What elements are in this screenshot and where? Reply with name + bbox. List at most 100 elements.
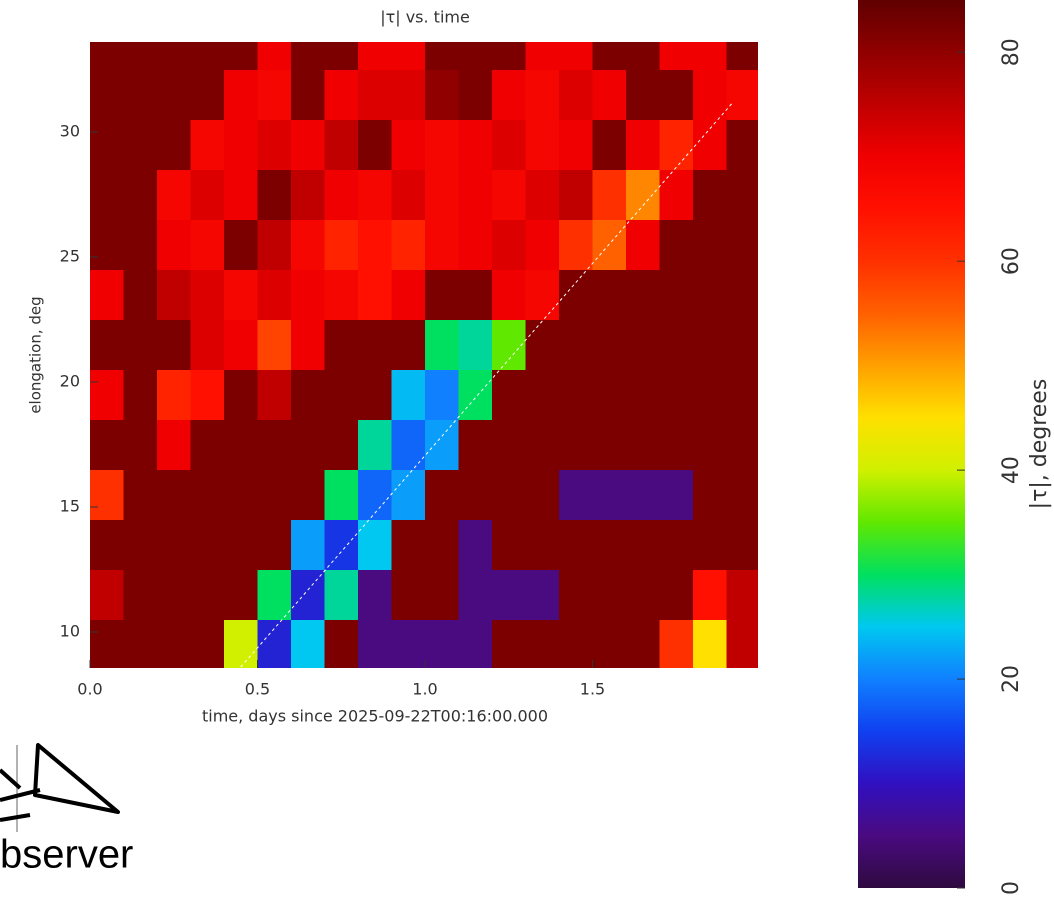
heatmap-cell (425, 69, 460, 120)
heatmap-cell (726, 169, 758, 220)
heatmap-cell (525, 569, 560, 620)
heatmap-cell (592, 469, 627, 520)
heatmap-cell (324, 369, 359, 420)
heatmap-cell (291, 419, 326, 470)
heatmap-cell (391, 169, 426, 220)
heatmap-cell (525, 69, 560, 120)
heatmap-cell (693, 569, 728, 620)
heatmap-cell (492, 419, 527, 470)
y-tick-label: 30 (60, 122, 80, 141)
heatmap-cell (291, 519, 326, 570)
heatmap-cell (458, 519, 493, 570)
heatmap-cell (559, 69, 594, 120)
heatmap-cell (693, 419, 728, 470)
heatmap-cell (224, 519, 259, 570)
heatmap-cell (425, 469, 460, 520)
heatmap-cell (157, 519, 192, 570)
heatmap-cell (190, 69, 225, 120)
heatmap-cell (257, 619, 292, 668)
heatmap-cell (659, 119, 694, 170)
heatmap-cell (90, 219, 125, 270)
heatmap-cell (726, 369, 758, 420)
heatmap-cell (525, 519, 560, 570)
heatmap-cell (592, 619, 627, 668)
heatmap-cell (157, 169, 192, 220)
logo: bserver (0, 743, 133, 877)
heatmap-cell (458, 369, 493, 420)
heatmap-cell (425, 519, 460, 570)
heatmap-cell (492, 319, 527, 370)
heatmap-cell (157, 42, 192, 70)
heatmap-cell (90, 519, 125, 570)
heatmap-cell (324, 119, 359, 170)
heatmap-cell (525, 219, 560, 270)
heatmap-cell (659, 519, 694, 570)
heatmap-cell (693, 269, 728, 320)
heatmap-cell (525, 619, 560, 668)
heatmap-cell (592, 419, 627, 470)
heatmap-cell (592, 169, 627, 220)
heatmap-cell (559, 269, 594, 320)
heatmap-cell (492, 169, 527, 220)
heatmap-cell (123, 119, 158, 170)
heatmap-cell (726, 42, 758, 70)
heatmap-cell (257, 42, 292, 70)
heatmap-cell (659, 369, 694, 420)
heatmap-cell (190, 42, 225, 70)
heatmap-cell (592, 119, 627, 170)
heatmap-cell (291, 119, 326, 170)
heatmap-cell (659, 319, 694, 370)
heatmap-cell (157, 469, 192, 520)
heatmap-cell (592, 319, 627, 370)
heatmap-cell (525, 319, 560, 370)
heatmap-cell (358, 42, 393, 70)
heatmap-cell (157, 119, 192, 170)
heatmap-cell (90, 269, 125, 320)
heatmap-cell (726, 519, 758, 570)
heatmap-cell (458, 319, 493, 370)
heatmap-cell (626, 319, 661, 370)
heatmap-cell (324, 219, 359, 270)
heatmap-cell (257, 69, 292, 120)
heatmap-cell (257, 419, 292, 470)
heatmap-cell (90, 42, 125, 70)
heatmap-cell (391, 369, 426, 420)
chart-title: |τ| vs. time (380, 8, 470, 27)
heatmap-cell (291, 269, 326, 320)
heatmap-cell (626, 219, 661, 270)
heatmap-cell (559, 42, 594, 70)
heatmap-cell (358, 369, 393, 420)
heatmap-cell (123, 419, 158, 470)
heatmap-cell (492, 519, 527, 570)
heatmap-cell (559, 519, 594, 570)
logo-icon (0, 743, 120, 822)
heatmap-cell (224, 469, 259, 520)
heatmap-cell (525, 42, 560, 70)
heatmap-cell (492, 469, 527, 520)
heatmap-cell (224, 219, 259, 270)
heatmap-cell (123, 219, 158, 270)
heatmap-cell (693, 69, 728, 120)
heatmap-cell (224, 569, 259, 620)
heatmap-cell (224, 69, 259, 120)
heatmap-cell (626, 369, 661, 420)
heatmap-cell (425, 219, 460, 270)
heatmap-cell (458, 169, 493, 220)
heatmap-cell (659, 42, 694, 70)
heatmap-cell (592, 519, 627, 570)
heatmap-cell (90, 469, 125, 520)
heatmap-cell (458, 569, 493, 620)
heatmap-cell (224, 619, 259, 668)
heatmap-cell (492, 119, 527, 170)
heatmap-cell (693, 219, 728, 270)
heatmap-cell (391, 569, 426, 620)
heatmap-cell (425, 319, 460, 370)
heatmap-cell (358, 469, 393, 520)
heatmap-cell (492, 69, 527, 120)
heatmap-cell (458, 119, 493, 170)
heatmap-cell (559, 319, 594, 370)
heatmap-cell (726, 269, 758, 320)
heatmap-cell (291, 369, 326, 420)
heatmap-cell (492, 269, 527, 320)
